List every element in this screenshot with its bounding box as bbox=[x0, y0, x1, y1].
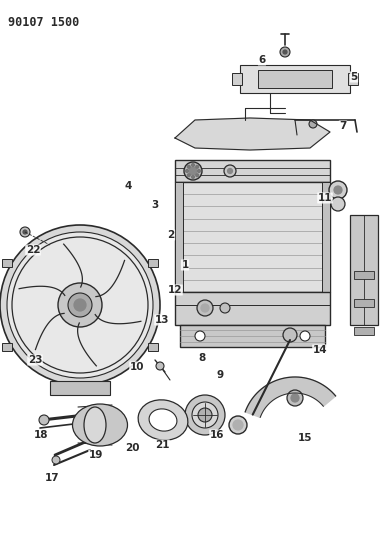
Circle shape bbox=[228, 168, 233, 174]
Circle shape bbox=[220, 303, 230, 313]
Bar bbox=[350, 215, 378, 325]
Bar bbox=[175, 292, 330, 325]
Circle shape bbox=[329, 181, 347, 199]
Circle shape bbox=[186, 169, 189, 173]
Circle shape bbox=[191, 175, 194, 179]
Circle shape bbox=[198, 169, 200, 173]
Circle shape bbox=[334, 186, 342, 194]
Text: 10: 10 bbox=[130, 362, 144, 372]
Bar bbox=[258, 70, 332, 88]
Circle shape bbox=[187, 165, 190, 168]
Text: 6: 6 bbox=[258, 55, 266, 65]
Text: 22: 22 bbox=[26, 245, 40, 255]
Circle shape bbox=[197, 300, 213, 316]
Circle shape bbox=[185, 395, 225, 435]
Circle shape bbox=[52, 456, 60, 464]
Bar bbox=[2, 343, 12, 351]
Text: 90107 1500: 90107 1500 bbox=[8, 16, 79, 29]
Bar bbox=[175, 182, 330, 292]
Circle shape bbox=[23, 230, 27, 234]
Circle shape bbox=[287, 390, 303, 406]
Bar bbox=[148, 343, 158, 351]
Text: 12: 12 bbox=[168, 285, 182, 295]
Bar bbox=[348, 73, 358, 85]
Text: 23: 23 bbox=[28, 355, 42, 365]
Text: 19: 19 bbox=[89, 450, 103, 460]
Text: 17: 17 bbox=[45, 473, 59, 483]
Ellipse shape bbox=[138, 400, 188, 440]
Text: 8: 8 bbox=[198, 353, 206, 363]
Bar bbox=[175, 160, 330, 182]
Circle shape bbox=[233, 420, 243, 430]
Ellipse shape bbox=[72, 404, 128, 446]
Bar bbox=[175, 182, 183, 292]
Text: 3: 3 bbox=[151, 200, 159, 210]
Bar bbox=[240, 65, 350, 93]
Circle shape bbox=[229, 416, 247, 434]
Circle shape bbox=[196, 174, 199, 177]
Bar bbox=[50, 381, 110, 395]
Text: 4: 4 bbox=[124, 181, 132, 191]
Text: 5: 5 bbox=[350, 72, 357, 82]
Polygon shape bbox=[245, 377, 336, 417]
Circle shape bbox=[280, 47, 290, 57]
Circle shape bbox=[201, 304, 209, 312]
Text: 15: 15 bbox=[298, 433, 312, 443]
Bar bbox=[354, 271, 374, 279]
Bar bbox=[180, 325, 325, 347]
Text: 18: 18 bbox=[34, 430, 48, 440]
Text: 2: 2 bbox=[167, 230, 175, 240]
Circle shape bbox=[291, 394, 299, 402]
Text: 9: 9 bbox=[216, 370, 224, 380]
Text: 14: 14 bbox=[313, 345, 327, 355]
Circle shape bbox=[192, 402, 218, 428]
Text: 20: 20 bbox=[125, 443, 139, 453]
Circle shape bbox=[145, 425, 151, 431]
Circle shape bbox=[198, 408, 212, 422]
Circle shape bbox=[156, 362, 164, 370]
Bar bbox=[232, 73, 242, 85]
Circle shape bbox=[187, 174, 190, 177]
Text: 7: 7 bbox=[339, 121, 347, 131]
Bar bbox=[2, 259, 12, 267]
Circle shape bbox=[74, 299, 86, 311]
Circle shape bbox=[189, 167, 197, 175]
Text: 11: 11 bbox=[318, 193, 332, 203]
Circle shape bbox=[150, 406, 156, 411]
Circle shape bbox=[283, 328, 297, 342]
Text: 21: 21 bbox=[155, 440, 169, 450]
Bar bbox=[354, 299, 374, 307]
Circle shape bbox=[196, 165, 199, 168]
Circle shape bbox=[170, 429, 176, 434]
Circle shape bbox=[20, 227, 30, 237]
Circle shape bbox=[39, 415, 49, 425]
Circle shape bbox=[191, 164, 194, 166]
Circle shape bbox=[331, 197, 345, 211]
Bar bbox=[322, 182, 330, 292]
Polygon shape bbox=[175, 118, 330, 150]
Text: 13: 13 bbox=[155, 315, 169, 325]
Circle shape bbox=[7, 232, 153, 378]
Circle shape bbox=[283, 50, 287, 54]
Circle shape bbox=[68, 293, 92, 317]
Bar bbox=[148, 259, 158, 267]
Circle shape bbox=[195, 331, 205, 341]
Bar bbox=[354, 327, 374, 335]
Text: 1: 1 bbox=[181, 260, 189, 270]
Circle shape bbox=[58, 283, 102, 327]
Circle shape bbox=[184, 162, 202, 180]
Ellipse shape bbox=[84, 407, 106, 443]
Circle shape bbox=[224, 165, 236, 177]
Text: 16: 16 bbox=[210, 430, 224, 440]
Circle shape bbox=[309, 120, 317, 128]
Ellipse shape bbox=[149, 409, 177, 431]
Circle shape bbox=[0, 225, 160, 385]
Circle shape bbox=[300, 331, 310, 341]
Circle shape bbox=[175, 409, 181, 415]
